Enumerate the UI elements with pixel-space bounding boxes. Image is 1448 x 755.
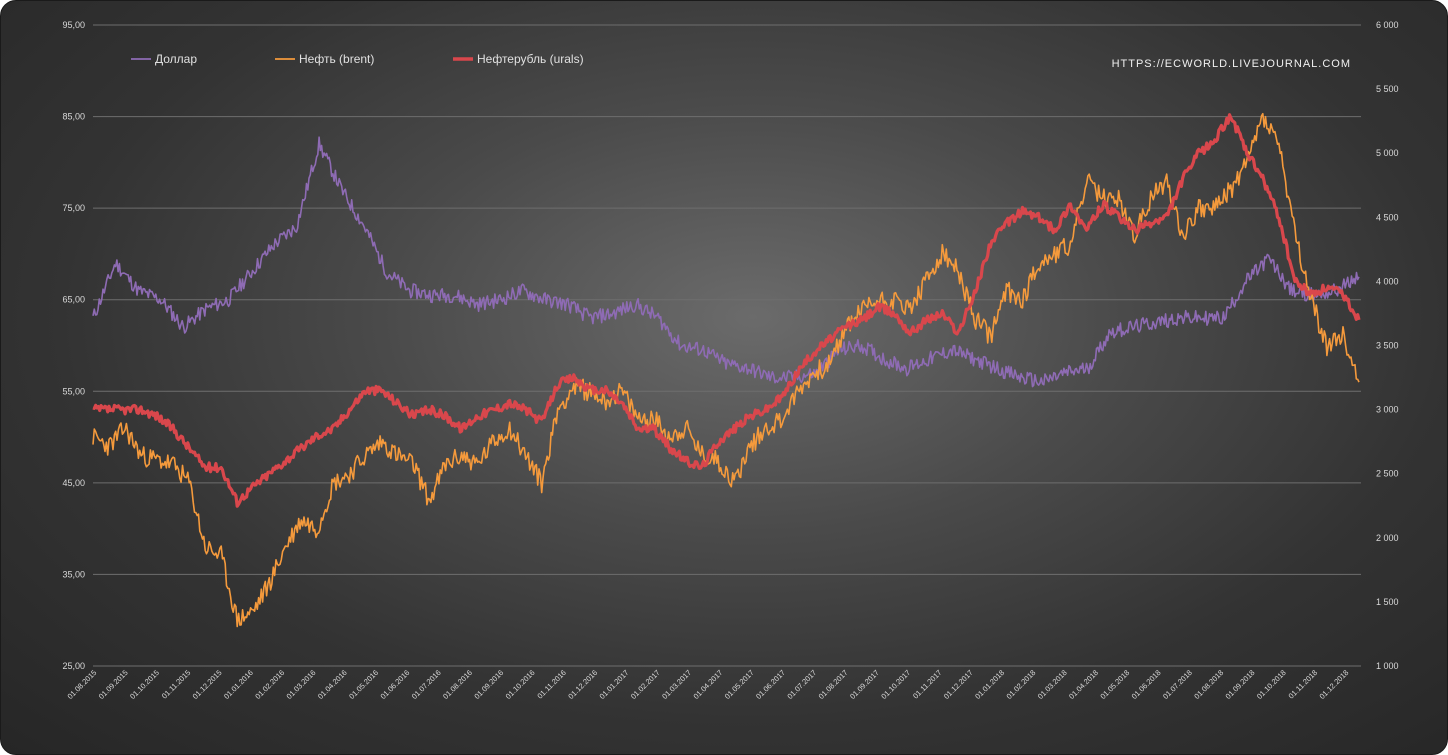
x-tick-label: 01.11.2015 xyxy=(160,668,193,701)
x-tick-label: 01.06.2017 xyxy=(754,668,787,701)
y-right-tick-label: 1 500 xyxy=(1376,597,1399,607)
series-line xyxy=(92,112,1360,628)
x-tick-label: 01.12.2015 xyxy=(191,668,224,701)
y-left-tick-label: 75,00 xyxy=(62,203,85,213)
y-left-tick-label: 25,00 xyxy=(62,661,85,671)
x-tick-label: 01.10.2017 xyxy=(879,668,912,701)
x-tick-label: 01.08.2016 xyxy=(441,668,474,701)
x-tick-label: 01.04.2016 xyxy=(316,668,349,701)
x-tick-label: 01.10.2015 xyxy=(128,668,161,701)
y-left-tick-label: 65,00 xyxy=(62,295,85,305)
x-tick-label: 01.08.2017 xyxy=(817,668,850,701)
x-tick-label: 01.06.2018 xyxy=(1130,668,1163,701)
x-tick-label: 01.06.2016 xyxy=(379,668,412,701)
x-tick-label: 01.01.2016 xyxy=(222,668,255,701)
series-line xyxy=(92,136,1360,388)
x-tick-label: 01.05.2016 xyxy=(347,668,380,701)
y-right-tick-label: 5 500 xyxy=(1376,84,1399,94)
y-left-tick-label: 45,00 xyxy=(62,478,85,488)
x-tick-label: 01.04.2017 xyxy=(692,668,725,701)
y-left-tick-label: 95,00 xyxy=(62,20,85,30)
x-tick-label: 01.02.2016 xyxy=(253,668,286,701)
right-axis-labels: 1 000 1 500 2 000 2 500 3 000 3 500 4 000 4 500… xyxy=(1376,20,1399,671)
x-tick-label: 01.01.2018 xyxy=(973,668,1006,701)
x-tick-label: 01.09.2018 xyxy=(1224,668,1257,701)
y-right-tick-label: 3 500 xyxy=(1376,341,1399,351)
legend: Доллар Нефть (brent) Нефтерубль (urals) xyxy=(131,52,584,66)
y-right-tick-label: 3 000 xyxy=(1376,405,1399,415)
left-axis-labels: 25,00 35,00 45,00 55,00 65,00 75,00 85,00 95,00 xyxy=(62,20,85,671)
legend-label: Нефть (brent) xyxy=(299,52,374,66)
y-left-tick-label: 55,00 xyxy=(62,386,85,396)
x-tick-label: 01.12.2017 xyxy=(942,668,975,701)
x-tick-label: 01.04.2018 xyxy=(1067,668,1100,701)
x-axis-labels: 01.08.201501.09.201501.10.201501.11.2015… xyxy=(66,668,1351,701)
x-tick-label: 01.07.2018 xyxy=(1161,668,1194,701)
x-tick-label: 01.07.2016 xyxy=(410,668,443,701)
x-tick-label: 01.10.2016 xyxy=(504,668,537,701)
y-right-tick-label: 4 000 xyxy=(1376,276,1399,286)
y-right-tick-label: 5 000 xyxy=(1376,148,1399,158)
x-tick-label: 01.09.2016 xyxy=(472,668,505,701)
x-tick-label: 01.11.2016 xyxy=(535,668,568,701)
y-right-tick-label: 4 500 xyxy=(1376,212,1399,222)
x-tick-label: 01.03.2018 xyxy=(1036,668,1069,701)
y-right-tick-label: 2 500 xyxy=(1376,469,1399,479)
y-right-tick-label: 1 000 xyxy=(1376,661,1399,671)
x-tick-label: 01.12.2018 xyxy=(1318,668,1351,701)
y-left-tick-label: 35,00 xyxy=(62,569,85,579)
x-tick-label: 01.08.2015 xyxy=(66,668,99,701)
x-tick-label: 01.02.2017 xyxy=(629,668,662,701)
x-tick-label: 01.01.2017 xyxy=(598,668,631,701)
x-tick-label: 01.07.2017 xyxy=(785,668,818,701)
x-tick-label: 01.09.2017 xyxy=(848,668,881,701)
y-left-tick-label: 85,00 xyxy=(62,112,85,122)
gridlines xyxy=(93,24,1361,667)
watermark-text: HTTPS://ECWORLD.LIVEJOURNAL.COM xyxy=(1112,58,1351,70)
x-tick-label: 01.10.2018 xyxy=(1255,668,1288,701)
x-tick-label: 01.05.2017 xyxy=(723,668,756,701)
x-tick-label: 01.09.2015 xyxy=(97,668,130,701)
legend-label: Нефтерубль (urals) xyxy=(477,52,584,66)
x-tick-label: 01.11.2017 xyxy=(911,668,944,701)
x-tick-label: 01.03.2016 xyxy=(285,668,318,701)
x-tick-label: 01.12.2016 xyxy=(566,668,599,701)
y-right-tick-label: 2 000 xyxy=(1376,533,1399,543)
x-tick-label: 01.02.2018 xyxy=(1005,668,1038,701)
y-right-tick-label: 6 000 xyxy=(1376,20,1399,30)
x-tick-label: 01.03.2017 xyxy=(660,668,693,701)
legend-label: Доллар xyxy=(155,52,197,66)
x-tick-label: 01.05.2018 xyxy=(1098,668,1131,701)
series-lines xyxy=(92,112,1361,628)
x-tick-label: 01.08.2018 xyxy=(1192,668,1225,701)
x-tick-label: 01.11.2018 xyxy=(1287,668,1320,701)
series-line xyxy=(92,113,1361,508)
